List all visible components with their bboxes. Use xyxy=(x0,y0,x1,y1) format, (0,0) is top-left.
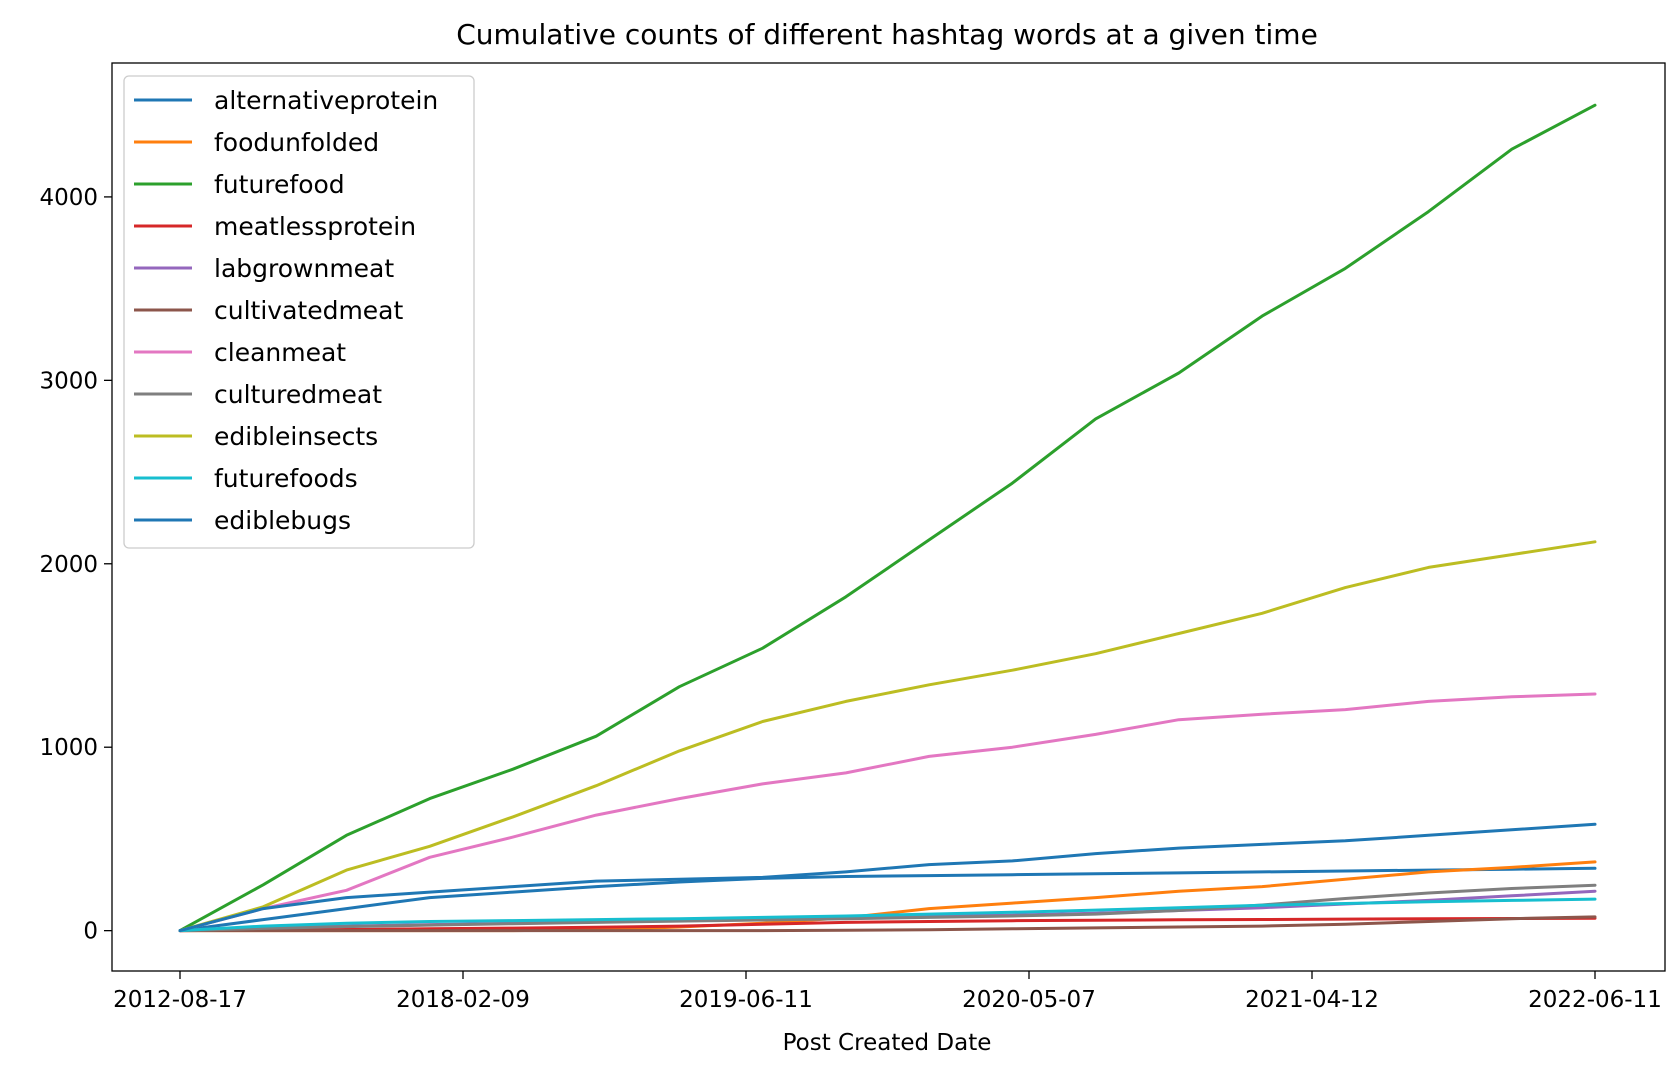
x-tick-label: 2018-02-09 xyxy=(396,987,530,1013)
x-axis-label: Post Created Date xyxy=(783,1030,992,1056)
y-tick-label: 3000 xyxy=(39,368,98,394)
y-axis: 0 1000 2000 3000 4000 xyxy=(39,185,112,945)
series-line-ediblebugs xyxy=(178,822,1597,933)
series-line-edibleinsects xyxy=(178,540,1597,933)
legend-label: alternativeprotein xyxy=(214,86,438,115)
series-line-futurefoods xyxy=(178,897,1597,933)
series-line-cleanmeat xyxy=(178,692,1597,933)
legend-label: labgrownmeat xyxy=(214,254,394,283)
x-tick-label: 2021-04-12 xyxy=(1245,987,1379,1013)
plot-lines xyxy=(178,103,1597,933)
legend-label: edibleinsects xyxy=(214,422,378,451)
plot-frame xyxy=(111,62,1666,972)
y-tick-label: 0 xyxy=(83,919,98,945)
x-tick-label: 2012-08-17 xyxy=(113,987,247,1013)
y-tick-label: 4000 xyxy=(39,185,98,211)
legend-label: meatlessprotein xyxy=(214,212,416,241)
series-line-cultivatedmeat xyxy=(178,915,1597,933)
x-axis: 2012-08-17 2018-02-09 2019-06-11 2020-05-07… xyxy=(113,971,1662,1013)
legend-label: futurefoods xyxy=(214,464,358,493)
legend-label: cultivatedmeat xyxy=(214,296,404,325)
series-line-culturedmeat xyxy=(178,883,1597,933)
series-line-futurefood xyxy=(178,103,1597,933)
x-tick-label: 2022-06-11 xyxy=(1528,987,1662,1013)
x-tick-label: 2020-05-07 xyxy=(962,987,1096,1013)
x-tick-label: 2019-06-11 xyxy=(679,987,813,1013)
legend: alternativeprotein foodunfolded futurefood… xyxy=(123,75,475,549)
series-line-alternativeprotein xyxy=(178,866,1597,933)
legend-label: ediblebugs xyxy=(214,506,351,535)
legend-box xyxy=(123,75,475,549)
y-tick-label: 2000 xyxy=(39,552,98,578)
legend-label: culturedmeat xyxy=(214,380,382,409)
y-tick-label: 1000 xyxy=(39,735,98,761)
chart-title: Cumulative counts of different hashtag w… xyxy=(456,18,1318,51)
legend-label: foodunfolded xyxy=(214,128,379,157)
legend-label: cleanmeat xyxy=(214,338,346,367)
series-line-meatlessprotein xyxy=(178,916,1597,933)
legend-label: futurefood xyxy=(214,170,345,199)
